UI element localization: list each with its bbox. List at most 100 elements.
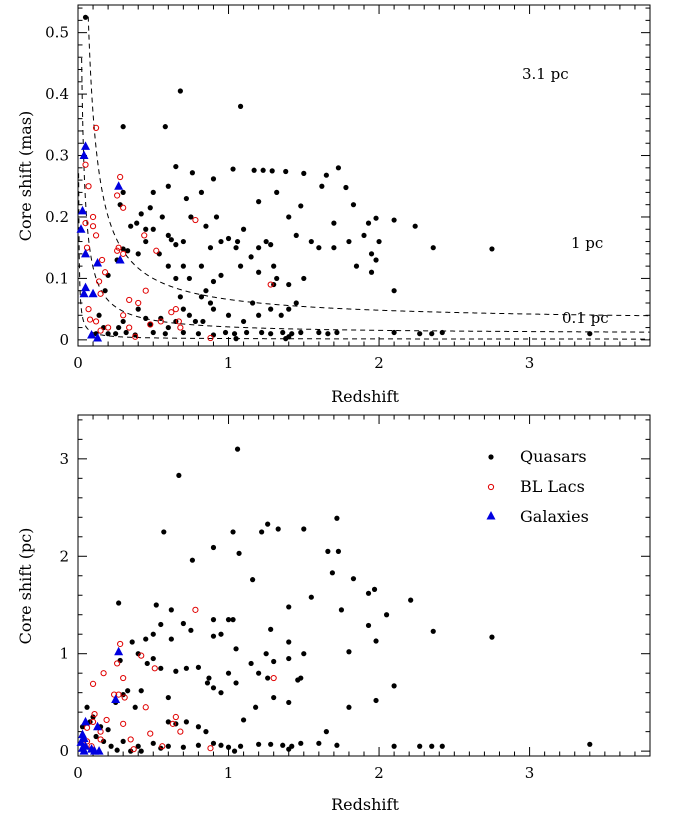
point-quasars [391,329,397,336]
point-quasars [195,664,202,670]
point-bl_lacs [85,306,92,313]
point-quasars [158,665,164,671]
point-quasars [286,655,292,662]
point-bl_lacs [177,324,184,331]
point-quasars [325,548,331,555]
point-quasars [230,529,236,535]
point-quasars [143,226,149,232]
point-quasars [128,748,134,754]
point-bl_lacs [142,704,149,711]
point-quasars [162,331,168,337]
point-quasars [368,251,375,257]
point-quasars [144,660,150,667]
point-quasars [203,223,209,229]
point-quasars [120,246,126,252]
point-bl_lacs [92,318,100,325]
point-quasars [129,639,135,645]
point-galaxies [76,737,86,746]
panel-top-frame [77,4,651,347]
point-quasars [430,628,436,634]
point-quasars [256,670,262,676]
point-quasars [165,694,171,701]
point-quasars [120,692,126,698]
x-tick-label: 2 [374,354,384,372]
point-quasars [301,170,307,176]
point-quasars [165,263,171,269]
point-quasars [283,168,289,175]
point-galaxies [76,224,86,233]
point-quasars [158,621,164,628]
point-quasars [240,318,247,325]
point-quasars [250,300,256,306]
point-quasars [373,257,379,263]
point-quasars [265,521,271,527]
point-quasars [233,646,239,652]
point-quasars [274,275,280,282]
curve-label-0-1-pc: 0.1 pc [562,309,609,327]
point-quasars [268,331,274,337]
point-quasars [259,529,265,535]
legend-label-galaxies: Galaxies [520,507,589,526]
legend-label-bl-lacs: BL Lacs [520,477,585,496]
point-quasars [120,124,126,130]
point-quasars [218,272,224,278]
point-quasars [231,748,238,754]
point-quasars [210,306,217,312]
point-quasars [323,729,329,735]
point-quasars [275,526,281,532]
y-tick-label: 0 [59,742,69,760]
point-quasars [256,312,262,318]
point-quasars [125,248,131,254]
curve-label-3-1-pc: 3.1 pc [522,65,569,83]
point-quasars [280,742,286,748]
point-quasars [259,329,265,336]
point-bl_lacs [132,333,139,340]
point-quasars [147,205,153,211]
point-quasars [210,544,217,551]
point-quasars [225,744,232,750]
point-quasars [153,602,159,608]
point-quasars [350,202,357,208]
point-quasars [250,577,256,583]
x-tick-label: 0 [73,764,83,782]
point-quasars [195,331,202,337]
point-quasars [301,275,307,282]
top-data-points [76,14,593,342]
x-tick-label: 1 [224,764,234,782]
point-quasars [222,329,229,336]
point-quasars [135,651,141,657]
point-bl_lacs [267,281,274,288]
point-quasars [90,714,96,720]
point-quasars [286,214,292,220]
point-quasars [165,232,171,239]
point-quasars [180,306,186,312]
point-quasars [587,331,593,337]
x-tick-label: 2 [374,764,384,782]
point-quasars [159,214,165,220]
point-quasars [346,238,352,245]
point-quasars [168,607,174,613]
point-quasars [373,215,379,221]
point-quasars [234,446,241,452]
point-quasars [286,281,292,288]
legend-marker-quasars [488,454,494,460]
point-bl_lacs [98,256,106,264]
point-quasars [135,743,141,749]
point-quasars [180,620,186,627]
point-bl_lacs [138,652,145,659]
point-quasars [361,232,367,239]
point-quasars [346,649,352,655]
point-galaxies [81,716,91,726]
point-quasars [161,529,167,535]
point-quasars [150,655,156,662]
point-bl_lacs [121,694,128,701]
point-quasars [117,202,123,208]
point-quasars [230,617,236,623]
point-bl_lacs [126,296,133,304]
x-tick-label: 0 [73,354,83,372]
point-galaxies [93,721,103,731]
point-quasars [286,639,292,645]
point-quasars [335,548,342,555]
point-quasars [316,245,322,251]
point-quasars [329,570,335,576]
